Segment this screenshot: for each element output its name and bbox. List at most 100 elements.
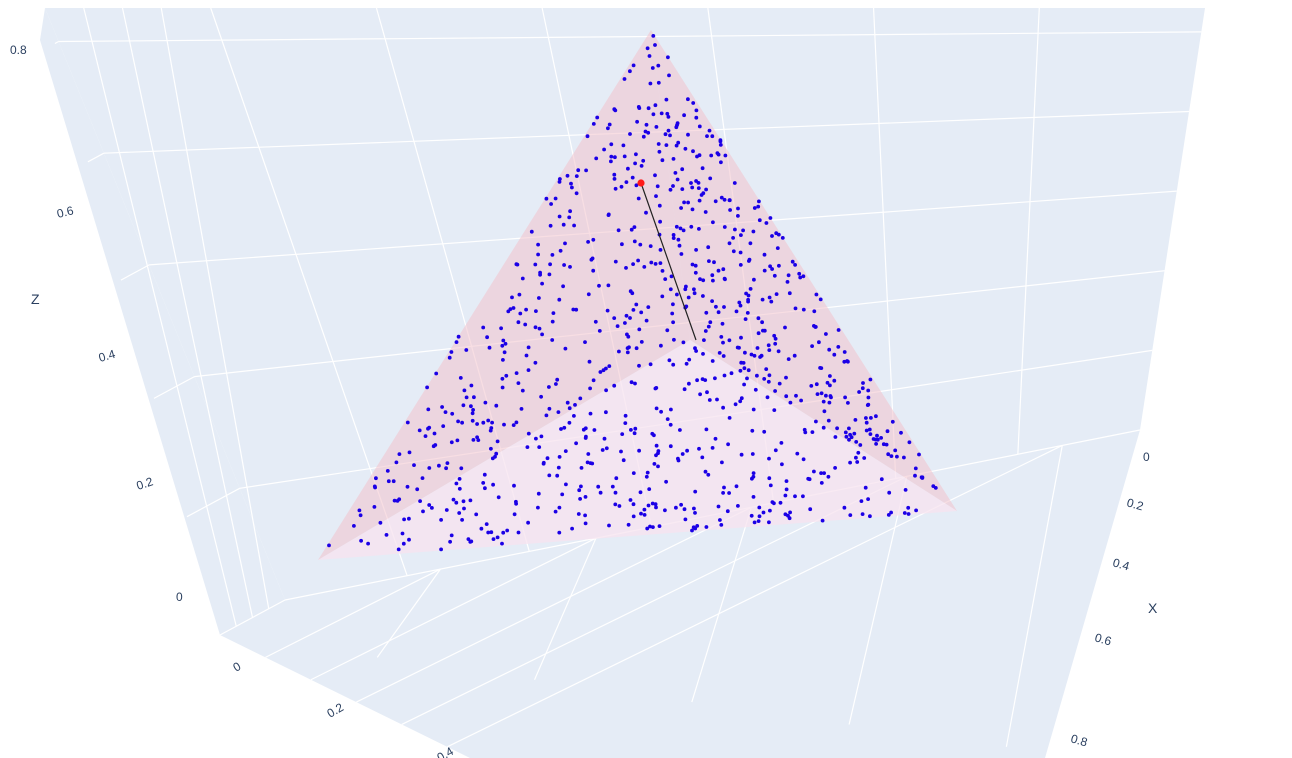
scatter-point: [792, 353, 797, 358]
scatter-point: [587, 359, 592, 364]
scatter-point: [702, 338, 706, 342]
scatter-point: [685, 448, 689, 453]
scatter-point: [919, 475, 924, 480]
scatter-point: [654, 505, 658, 510]
scatter-point: [860, 512, 865, 516]
scatter-point: [899, 430, 903, 435]
scatter-point: [593, 319, 598, 324]
scatter-point: [648, 524, 652, 529]
scatter-point: [586, 292, 591, 297]
scatter-point: [374, 476, 378, 481]
scatter-point: [751, 471, 756, 475]
scatter-point: [693, 489, 698, 494]
scatter-point: [705, 134, 709, 139]
scatter-point: [559, 427, 563, 431]
scatter-point: [461, 499, 466, 504]
scatter-point: [665, 417, 670, 421]
scatter-point: [694, 115, 699, 120]
scatter-point: [590, 461, 595, 466]
scatter-point: [486, 418, 491, 423]
scatter-point: [824, 393, 828, 398]
scatter-point: [721, 405, 725, 410]
scatter-point: [762, 268, 767, 273]
scatter-point: [656, 464, 660, 469]
scatter-point: [828, 383, 832, 388]
scatter-point: [588, 386, 592, 391]
scatter-point: [485, 335, 489, 340]
scatter-point: [833, 466, 837, 470]
scatter-point: [657, 203, 662, 208]
scatter-point: [400, 531, 405, 536]
scatter-point: [583, 521, 588, 526]
scatter-point: [704, 427, 709, 432]
scatter-point: [659, 111, 664, 116]
grid-line: [376, 568, 441, 658]
x-axis-label: X: [1148, 600, 1158, 616]
scatter-point: [887, 490, 892, 495]
scatter-point: [563, 449, 568, 453]
scatter-point: [817, 340, 821, 345]
scatter-point: [540, 332, 544, 337]
scatter-point: [913, 466, 918, 471]
scatter-point: [751, 495, 756, 499]
scatter-point: [653, 502, 658, 507]
scatter-point: [405, 420, 410, 425]
scatter-point: [617, 349, 621, 354]
scatter-point: [716, 268, 721, 273]
scatter-point: [440, 405, 444, 409]
scatter-point: [366, 541, 370, 546]
scatter-point: [764, 367, 769, 371]
scatter-point: [722, 197, 727, 202]
scatter-point: [632, 431, 637, 436]
scatter-point: [378, 520, 383, 525]
scatter-point: [706, 245, 711, 250]
scatter-point: [479, 526, 484, 531]
scatter-point: [866, 402, 871, 407]
scatter-point: [578, 396, 583, 401]
scatter-point: [812, 309, 817, 314]
scatter-point: [768, 483, 773, 488]
scatter-point: [455, 438, 460, 443]
scatter-point: [773, 336, 778, 341]
scatter-point: [748, 287, 753, 291]
scatter-point: [741, 228, 745, 233]
scatter-point: [843, 430, 848, 435]
scatter-point: [784, 375, 788, 380]
scatter-point: [372, 505, 377, 509]
scatter-point: [653, 43, 657, 47]
scatter-point: [613, 259, 618, 264]
scatter-point: [664, 479, 668, 484]
scatter-point: [536, 242, 540, 247]
scatter-point: [622, 154, 627, 159]
scatter-point: [650, 501, 655, 506]
scatter-point: [848, 432, 852, 437]
scatter-point: [421, 509, 425, 514]
scatter-point: [867, 427, 872, 432]
scatter-point: [846, 359, 850, 364]
scatter-point: [723, 277, 727, 282]
scatter-point: [767, 476, 772, 481]
scatter-point: [776, 349, 781, 354]
scatter-point: [626, 166, 630, 171]
scatter-point: [625, 350, 630, 355]
scatter-point: [667, 358, 672, 363]
scatter-point: [721, 340, 725, 345]
scatter-point: [680, 452, 685, 456]
scatter-point: [567, 406, 572, 411]
scatter-point: [854, 455, 858, 460]
scatter-point: [653, 173, 657, 178]
scatter-point: [814, 292, 819, 297]
scatter-point: [868, 377, 873, 382]
scatter-point: [607, 523, 611, 528]
scatter-point: [628, 69, 632, 74]
scatter-point: [859, 499, 864, 503]
scatter-point: [533, 262, 538, 267]
scatter-point: [812, 469, 816, 474]
scatter-point: [832, 352, 837, 357]
scatter-point: [766, 343, 771, 348]
scatter-point: [633, 381, 637, 386]
scatter-point: [600, 448, 605, 452]
scatter-point: [597, 283, 601, 288]
scatter-point: [802, 427, 807, 432]
